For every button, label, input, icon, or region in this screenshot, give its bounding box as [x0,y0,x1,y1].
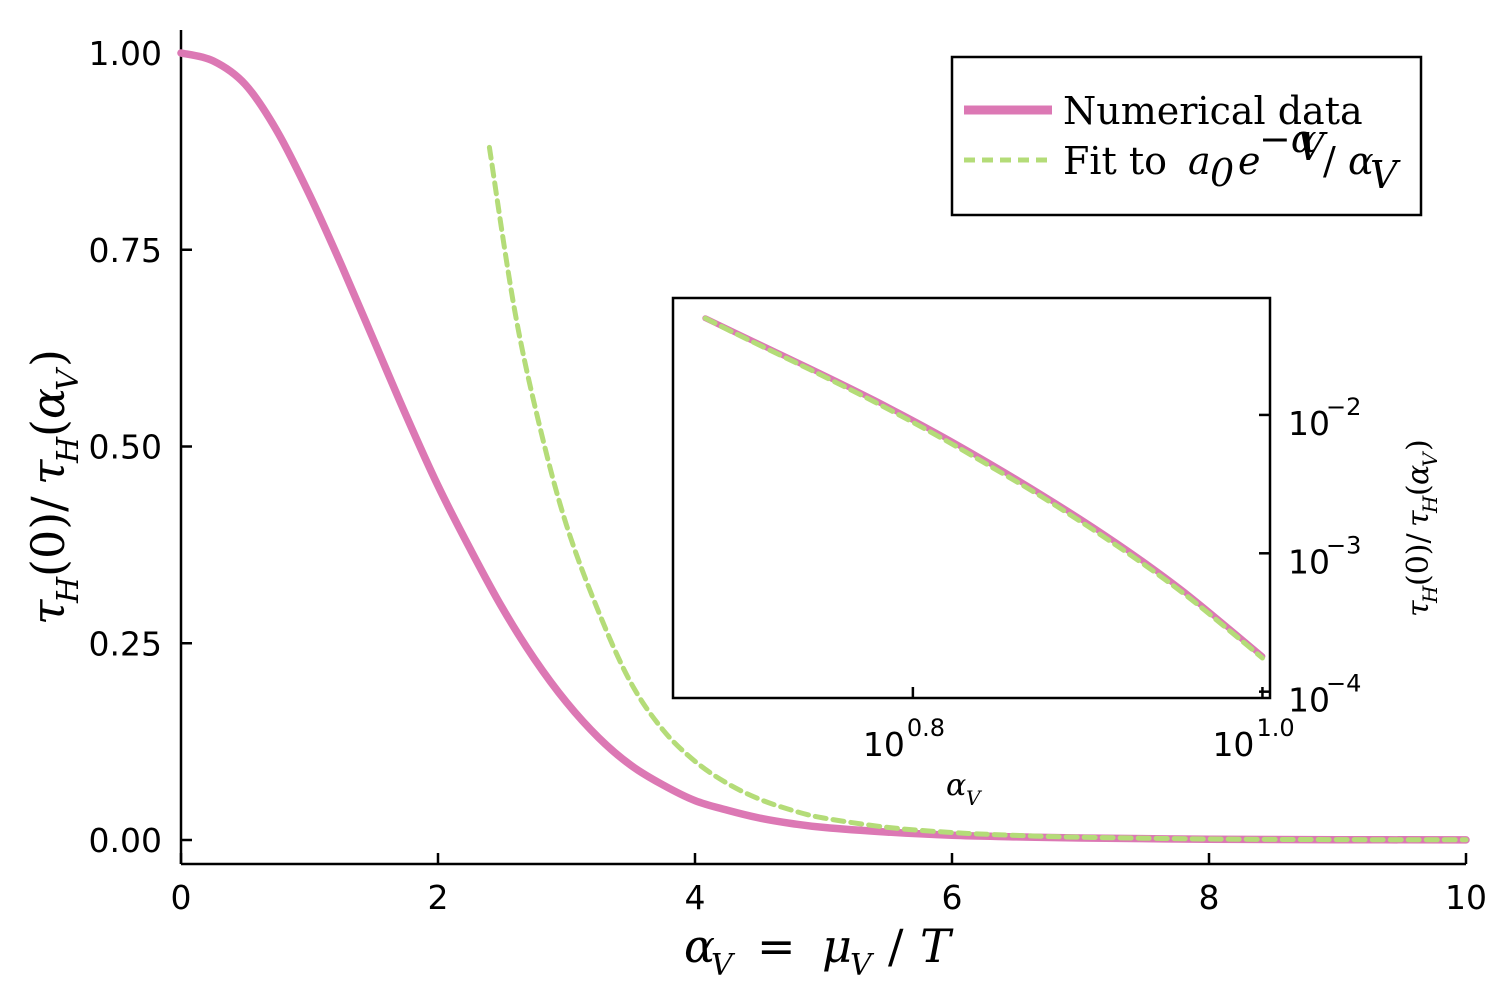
svg-text:τ: τ [1401,510,1436,527]
inset-frame [671,296,1272,700]
svg-text:−α: −α [1259,117,1317,161]
inset-y-tick-exponent: −4 [1326,670,1361,698]
svg-text:): ) [1401,439,1436,451]
svg-text:α: α [684,919,715,973]
svg-text:T: T [920,919,954,973]
inset-series-fit-line [702,315,1265,661]
svg-text:α: α [946,768,966,803]
main-x-ticks: 0 2 4 6 8 10 [171,853,1487,917]
svg-text:α: α [1348,139,1374,183]
svg-text:H: H [51,576,86,604]
svg-text:V: V [966,786,983,810]
inset-y-tick-label: 10 [1288,542,1330,581]
main-x-tick-label: 10 [1445,878,1487,917]
inset-x-axis-label: α V [946,768,983,810]
svg-text:V: V [1370,153,1401,197]
inset-x-tick-label: 10 [863,725,905,764]
svg-text:(: ( [21,419,75,437]
inset-series [702,315,1266,661]
main-x-tick-label: 2 [428,878,449,917]
svg-text:μ: μ [822,919,852,973]
main-y-axis-label: τ H (0)/ τ H ( α V ) [21,349,86,625]
svg-text:Fit to: Fit to [1063,139,1167,183]
svg-text:V: V [850,948,875,983]
svg-text:0: 0 [1210,151,1234,195]
inset-y-ticks: 10−210−310−4 [1259,393,1361,720]
main-plot: 0 2 4 6 8 10 0.000.250.500.751.00 [89,30,1487,917]
main-y-tick-label: 0.00 [89,821,162,860]
inset-y-tick-exponent: −2 [1326,393,1361,421]
svg-text:τ: τ [21,458,75,485]
svg-text:=: = [757,919,796,973]
svg-text:V: V [1297,125,1328,169]
inset-y-axis-label: τ H (0)/ τ H ( α V ) [1401,439,1442,617]
main-x-tick-label: 6 [942,878,963,917]
main-x-tick-label: 0 [171,878,192,917]
svg-text:V: V [51,366,86,391]
main-x-axis-label: α V = μ V / T [684,919,954,983]
main-y-tick-label: 0.25 [89,624,162,663]
inset-y-tick-label: 10 [1288,681,1330,720]
inset-y-tick-exponent: −3 [1326,531,1361,559]
main-y-tick-label: 0.50 [89,428,162,467]
main-x-tick-label: 4 [685,878,706,917]
main-y-tick-label: 0.75 [89,231,162,270]
svg-text:H: H [51,436,86,464]
main-y-tick-label: 1.00 [89,34,162,73]
inset-x-tick-exponent: 1.0 [1256,714,1294,742]
main-series [177,49,1470,844]
main-y-ticks: 0.00 0.25 0.50 0.75 1.00 [89,34,192,860]
svg-text:e: e [1238,139,1261,183]
svg-text:τ: τ [1401,600,1436,617]
inset-x-tick-label: 10 [1212,725,1254,764]
svg-text:V: V [1418,450,1442,467]
svg-text:τ: τ [21,598,75,625]
svg-text:α: α [21,388,75,419]
svg-text:(: ( [1401,484,1436,496]
inset-x-ticks: 10 0.8 10 1.0 [863,687,1295,764]
svg-text:/: / [888,919,904,973]
inset-y-tick-label: 10 [1288,404,1330,443]
inset-x-tick-exponent: 0.8 [907,714,945,742]
legend-box [950,55,1423,217]
legend: Numerical data Fit to a 0 e −α V / α V [950,55,1423,217]
inset-plot: 10 0.8 10 1.0 10−210−310−4 α V τ H (0)/ τ H… [671,296,1442,810]
svg-text:V: V [711,948,736,983]
svg-text:H: H [1418,585,1442,604]
svg-text:α: α [1401,465,1436,485]
main-x-tick-label: 8 [1199,878,1220,917]
svg-text:/: / [1323,139,1336,183]
svg-text:(0)/: (0)/ [1401,533,1436,586]
svg-text:(0)/: (0)/ [21,496,75,577]
main-series-fit-line [486,144,1469,843]
legend-label-numerical: Numerical data [1063,89,1363,133]
svg-text:): ) [21,349,75,367]
legend-label-fit: Fit to a 0 e −α V / α V [1063,117,1401,197]
svg-text:a: a [1188,139,1211,183]
svg-text:H: H [1418,495,1442,514]
